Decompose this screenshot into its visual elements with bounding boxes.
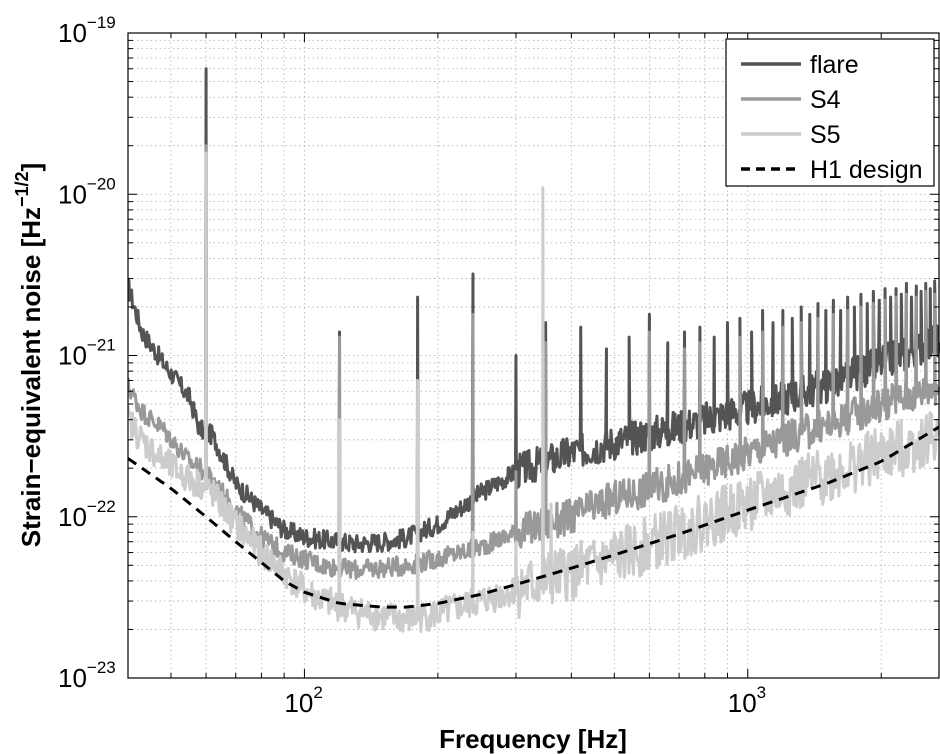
y-axis-label-exponent: −1/2	[12, 171, 32, 207]
y-tick-label: 10−20	[58, 174, 116, 209]
axis-ticks	[127, 32, 939, 679]
y-tick-labels: 10−23 10−22 10−21 10−20 10−19	[58, 13, 116, 693]
y-tick-label: 10−19	[58, 13, 116, 48]
x-tick-labels: 102 103	[284, 683, 766, 718]
series-line-s4	[128, 144, 940, 580]
x-tick-label: 103	[728, 683, 766, 718]
legend-label-s4: S4	[810, 86, 841, 114]
legend: flare S4 S5 H1 design	[725, 38, 935, 187]
y-tick-label: 10−21	[58, 336, 116, 371]
legend-label-h1-design: H1 design	[810, 156, 923, 184]
y-axis-label-close: ]	[16, 163, 46, 172]
x-axis-label: Frequency [Hz]	[439, 724, 627, 754]
legend-label-s5: S5	[810, 121, 841, 149]
legend-label-flare: flare	[810, 51, 859, 79]
y-axis-label: Strain−equivalent noise [Hz−1/2]	[12, 163, 46, 547]
y-axis-label-base: Strain−equivalent noise [Hz	[16, 207, 46, 547]
series-line-s5	[128, 151, 940, 633]
series-line-h1-design	[128, 425, 940, 609]
series-layer	[128, 67, 940, 633]
y-tick-label: 10−22	[58, 497, 116, 532]
y-tick-label: 10−23	[58, 658, 116, 693]
x-tick-label: 102	[284, 683, 322, 718]
